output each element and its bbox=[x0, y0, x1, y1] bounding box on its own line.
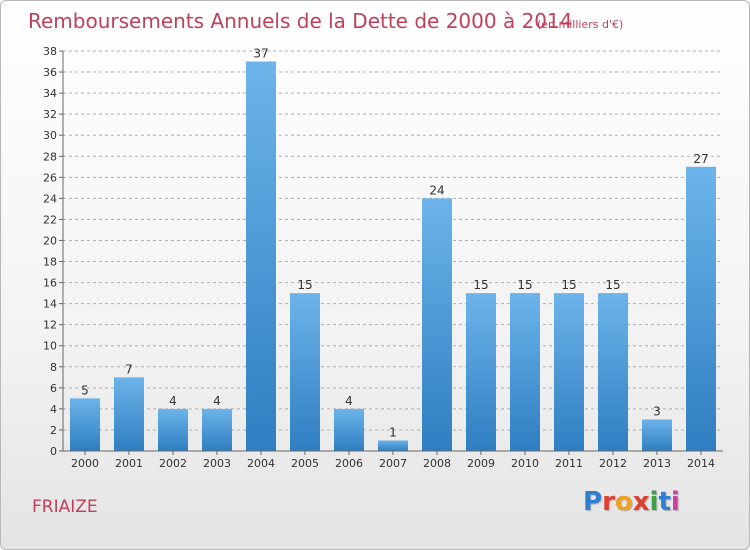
bar-2010 bbox=[510, 293, 540, 451]
bars: 5 7 4 4 37 15 4 1 24 15 15 15 15 3 27 bbox=[70, 47, 716, 452]
x-tick-label: 2012 bbox=[599, 457, 627, 470]
x-tick-label: 2013 bbox=[643, 457, 671, 470]
data-label-2002: 4 bbox=[169, 394, 177, 408]
bar-2013 bbox=[642, 419, 672, 451]
x-tick-label: 2004 bbox=[247, 457, 275, 470]
data-label-2014: 27 bbox=[693, 152, 708, 166]
y-tick-label: 26 bbox=[43, 171, 57, 184]
data-label-2000: 5 bbox=[81, 383, 89, 397]
y-tick-label: 32 bbox=[43, 108, 57, 121]
y-tick-label: 18 bbox=[43, 256, 57, 269]
x-tick-label: 2003 bbox=[203, 457, 231, 470]
y-tick-label: 30 bbox=[43, 129, 57, 142]
bar-2004 bbox=[246, 61, 276, 452]
x-tick-label: 2000 bbox=[71, 457, 99, 470]
y-tick-label: 0 bbox=[50, 445, 57, 458]
y-tick-label: 22 bbox=[43, 213, 57, 226]
bar-2005 bbox=[290, 293, 320, 451]
y-tick-label: 38 bbox=[43, 45, 57, 58]
x-tick-label: 2011 bbox=[555, 457, 583, 470]
logo-letter: i bbox=[649, 487, 659, 517]
x-tick-label: 2002 bbox=[159, 457, 187, 470]
logo-letter: x bbox=[632, 487, 650, 517]
bar-2006 bbox=[334, 408, 364, 451]
logo-letter: t bbox=[658, 487, 671, 517]
chart-title: Remboursements Annuels de la Dette de 20… bbox=[28, 9, 573, 33]
bar-2011 bbox=[554, 293, 584, 451]
bar-2001 bbox=[114, 377, 144, 451]
chart-unit: (en milliers d'€) bbox=[537, 18, 624, 31]
data-label-2010: 15 bbox=[517, 278, 532, 292]
logo-letter: i bbox=[670, 487, 680, 517]
x-tick-label: 2007 bbox=[379, 457, 407, 470]
y-tick-label: 20 bbox=[43, 234, 57, 247]
data-label-2011: 15 bbox=[561, 278, 576, 292]
x-tick-label: 2010 bbox=[511, 457, 539, 470]
data-label-2001: 7 bbox=[125, 362, 133, 376]
y-tick-label: 28 bbox=[43, 150, 57, 163]
y-tick-label: 14 bbox=[43, 298, 57, 311]
y-tick-label: 24 bbox=[43, 192, 57, 205]
data-label-2009: 15 bbox=[473, 278, 488, 292]
x-tick-label: 2008 bbox=[423, 457, 451, 470]
x-tick-label: 2001 bbox=[115, 457, 143, 470]
y-tick-label: 6 bbox=[50, 382, 57, 395]
y-tick-label: 36 bbox=[43, 66, 57, 79]
bar-2014 bbox=[686, 166, 716, 451]
logo-letter: P bbox=[583, 487, 603, 517]
y-tick-label: 16 bbox=[43, 277, 57, 290]
x-tick-label: 2006 bbox=[335, 457, 363, 470]
bar-2002 bbox=[158, 408, 188, 451]
x-tick-label: 2014 bbox=[687, 457, 715, 470]
data-label-2007: 1 bbox=[389, 425, 397, 439]
data-label-2013: 3 bbox=[653, 404, 661, 418]
y-tick-label: 2 bbox=[50, 424, 57, 437]
bar-2008 bbox=[422, 198, 452, 451]
bar-2012 bbox=[598, 293, 628, 451]
logo-letter: o bbox=[614, 487, 633, 517]
y-tick-label: 4 bbox=[50, 403, 57, 416]
x-tick-label: 2005 bbox=[291, 457, 319, 470]
y-tick-label: 10 bbox=[43, 340, 57, 353]
data-label-2012: 15 bbox=[605, 278, 620, 292]
logo-letter: r bbox=[602, 487, 615, 517]
y-tick-label: 34 bbox=[43, 87, 57, 100]
data-label-2005: 15 bbox=[297, 278, 312, 292]
y-tick-label: 12 bbox=[43, 319, 57, 332]
bar-2003 bbox=[202, 408, 232, 451]
x-tick-label: 2009 bbox=[467, 457, 495, 470]
commune-name: FRIAIZE bbox=[32, 497, 98, 517]
data-label-2006: 4 bbox=[345, 394, 353, 408]
data-label-2003: 4 bbox=[213, 394, 221, 408]
data-label-2004: 37 bbox=[253, 47, 268, 61]
bar-2009 bbox=[466, 293, 496, 451]
data-label-2008: 24 bbox=[429, 183, 444, 197]
y-tick-label: 8 bbox=[50, 361, 57, 374]
bar-2000 bbox=[70, 398, 100, 451]
proxiti-logo: Proxiti bbox=[583, 487, 680, 517]
bar-2007 bbox=[378, 440, 408, 451]
